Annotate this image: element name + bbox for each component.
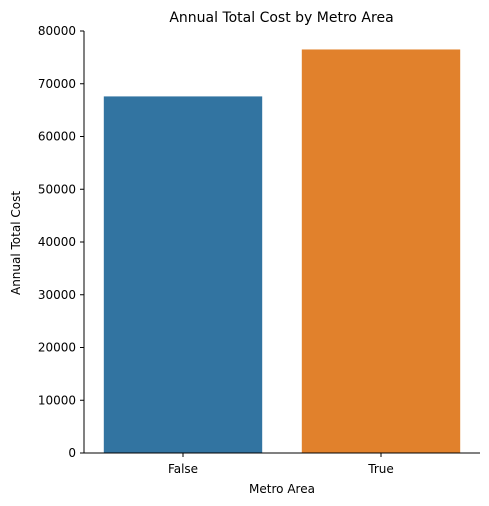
chart-title: Annual Total Cost by Metro Area	[169, 10, 393, 26]
y-axis-ticks: 0 10000 20000 30000 40000 50000 60000 70000 8000…	[38, 24, 84, 460]
y-tick-label: 10000	[38, 393, 76, 407]
x-tick-label: True	[367, 462, 394, 476]
y-tick-label: 70000	[38, 77, 76, 91]
x-axis-ticks: False True	[168, 453, 394, 476]
x-tick-label: False	[168, 462, 198, 476]
y-tick-label: 50000	[38, 182, 76, 196]
bars-group	[103, 49, 461, 454]
bar-true	[301, 49, 461, 454]
bar-false	[103, 96, 263, 453]
y-tick-label: 20000	[38, 341, 76, 355]
y-tick-label: 40000	[38, 235, 76, 249]
y-tick-label: 80000	[38, 24, 76, 38]
y-tick-label: 0	[68, 446, 76, 460]
y-tick-label: 30000	[38, 288, 76, 302]
y-axis-label: Annual Total Cost	[9, 191, 23, 295]
x-axis-label: Metro Area	[249, 482, 315, 496]
y-tick-label: 60000	[38, 130, 76, 144]
